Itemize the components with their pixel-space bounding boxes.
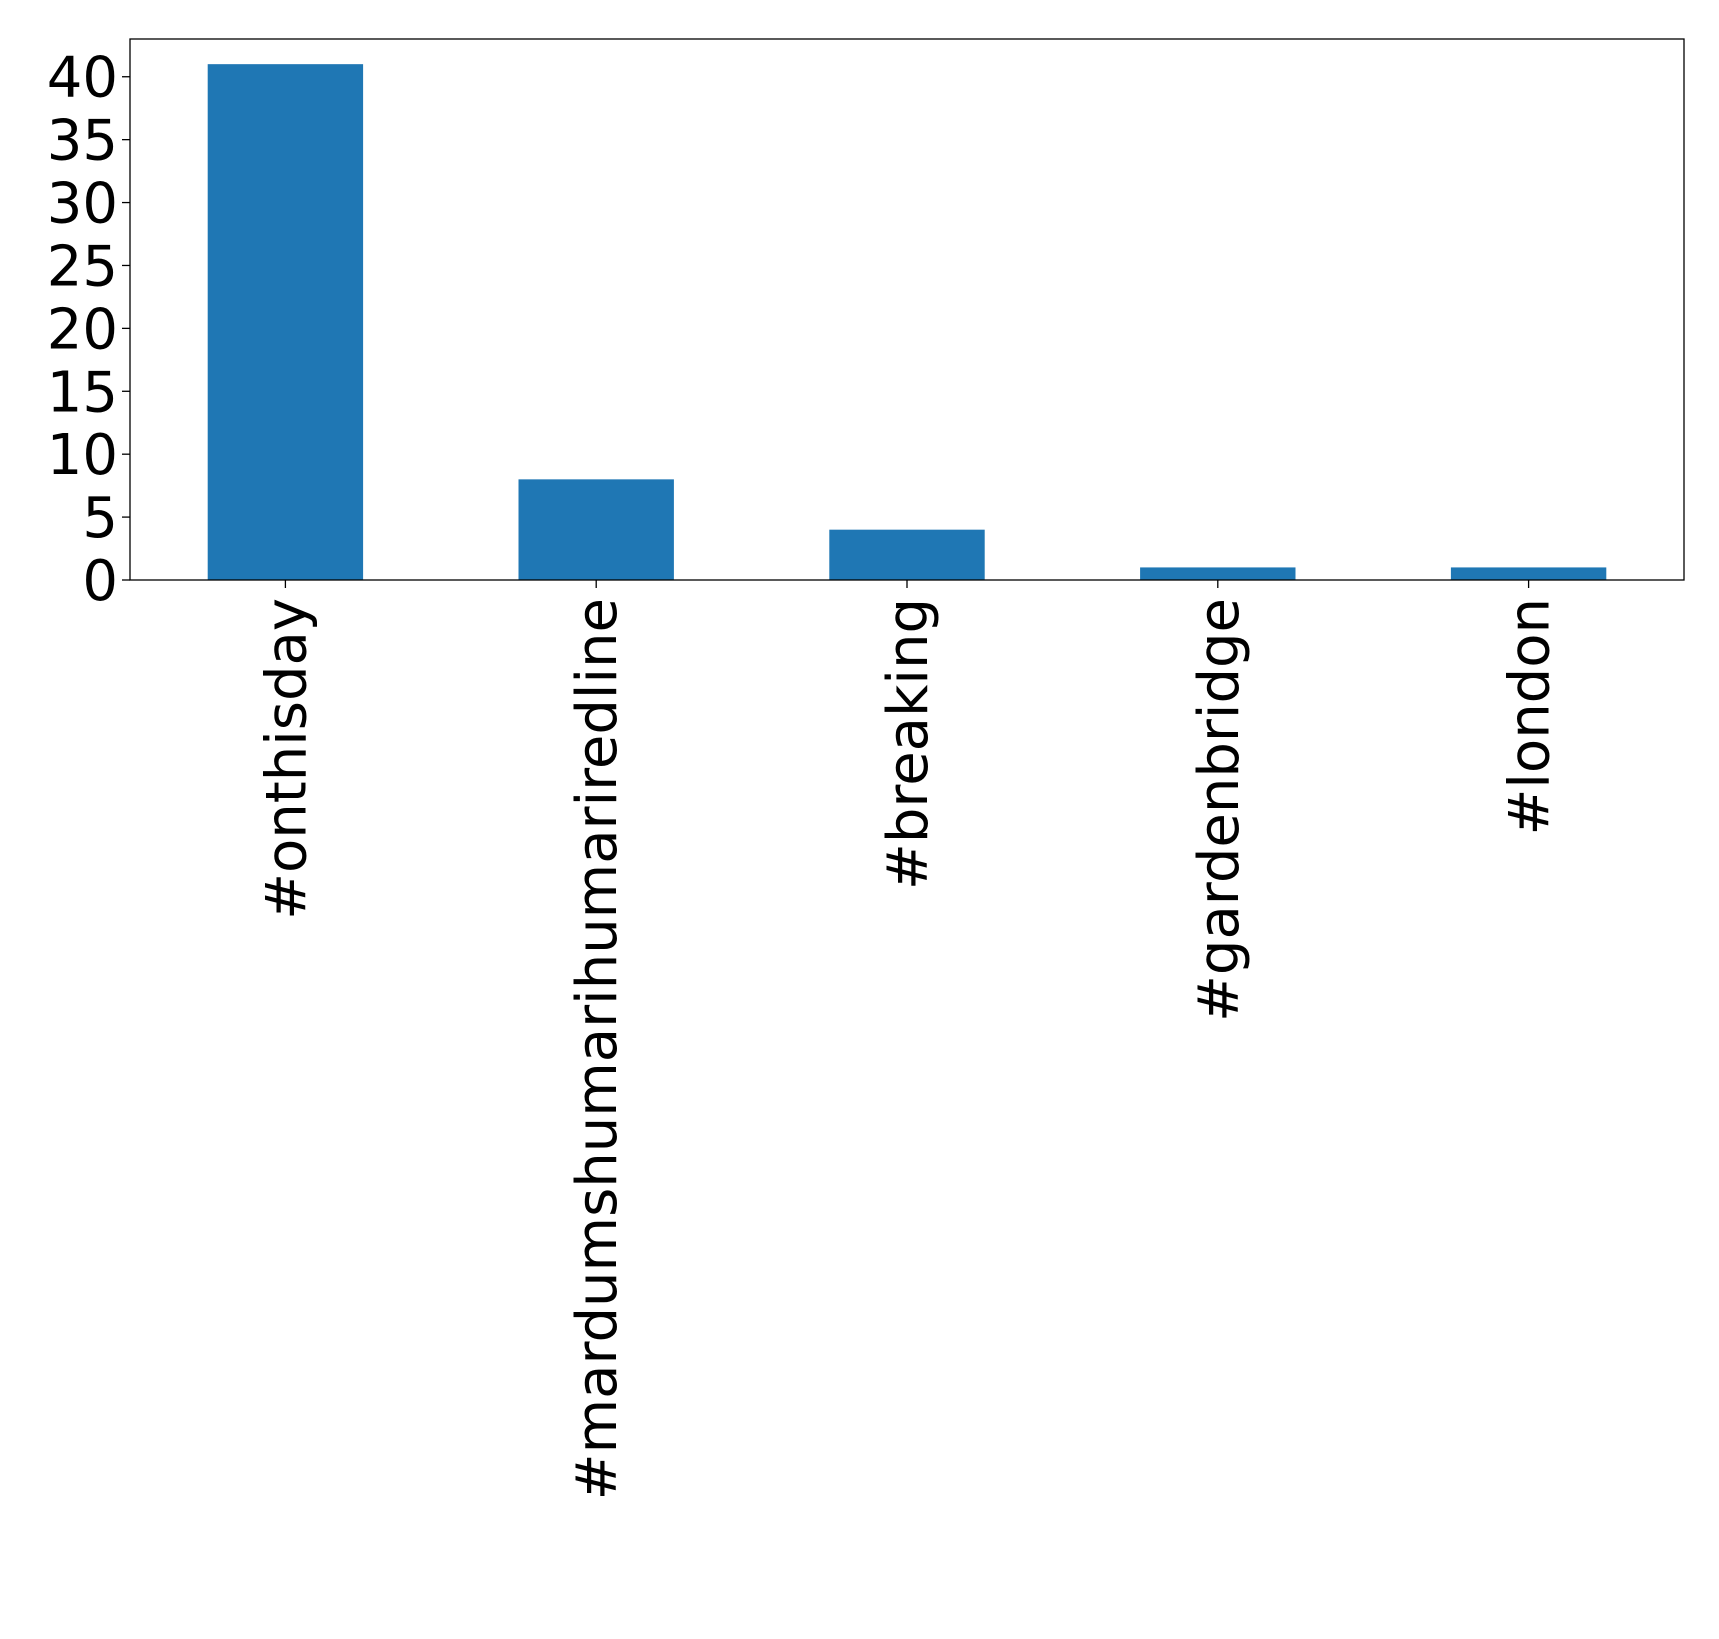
- x-tick-label: #onthisday: [254, 598, 319, 920]
- y-tick-label: 0: [82, 549, 118, 614]
- y-tick-label: 20: [47, 297, 118, 362]
- x-tick-label: #breaking: [876, 598, 941, 890]
- y-tick-label: 30: [47, 172, 118, 237]
- bar-3: [1140, 567, 1296, 580]
- y-tick-label: 35: [47, 109, 118, 174]
- bar-4: [1450, 567, 1607, 580]
- bar-1: [518, 479, 674, 580]
- bars-layer: [207, 64, 1607, 581]
- y-tick-label: 40: [47, 46, 118, 111]
- plot-frame: [129, 38, 1685, 581]
- y-tick-label: 25: [47, 234, 118, 299]
- x-tick-label: #mardumshumarihumariredline: [565, 598, 630, 1500]
- y-tick-label: 15: [47, 360, 118, 425]
- x-tick-label: #london: [1498, 598, 1563, 836]
- bar-0: [207, 64, 364, 581]
- y-tick-label: 5: [82, 486, 118, 551]
- x-axis: #onthisday #mardumshumarihumariredline #br…: [254, 580, 1563, 1500]
- y-tick-label: 10: [47, 423, 118, 488]
- bar-2: [829, 529, 985, 580]
- x-tick-label: #gardenbridge: [1187, 598, 1252, 1022]
